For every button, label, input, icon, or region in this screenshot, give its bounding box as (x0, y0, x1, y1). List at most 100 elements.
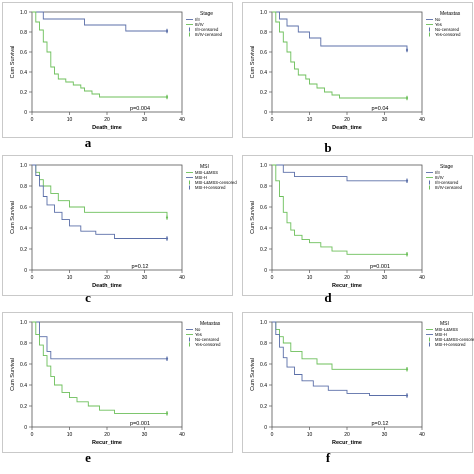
y-axis-label: Cum Survival (250, 358, 256, 391)
y-axis-label: Cum Survival (10, 358, 16, 391)
legend-entry: I/II-censored (195, 27, 219, 32)
chart-panel-d: 0 0.2 0.4 0.6 0.8 1.0 0 10 20 30 40 Cum Survival Rec… (242, 155, 473, 305)
y-tick-label: 0.6 (260, 50, 267, 56)
x-tick-label: 20 (104, 117, 110, 123)
survival-curve-lower (32, 11, 167, 98)
x-tick-label: 40 (419, 117, 425, 123)
y-tick-label: 0.2 (20, 404, 27, 410)
censor-point-lower (165, 412, 169, 415)
panel-letter: a (85, 135, 92, 150)
legend-entry: III/IV-censored (195, 32, 223, 37)
legend-entry: MSI-H (435, 332, 447, 337)
y-tick-label: 0.4 (20, 226, 27, 232)
legend-entry: III/IV (195, 22, 204, 27)
y-tick-label: 0.4 (260, 70, 267, 76)
y-tick-label: 0.6 (20, 205, 27, 211)
x-tick-label: 0 (31, 117, 34, 123)
survival-curve-lower (32, 164, 167, 239)
y-tick-label: 0 (24, 268, 27, 274)
legend-entry: MSI-H-censored (435, 342, 466, 347)
p-value-annotation: p=0.001 (370, 264, 390, 270)
p-value-annotation: p=0.12 (132, 264, 149, 270)
chart-panel-c: 0 0.2 0.4 0.6 0.8 1.0 0 10 20 30 40 Cum Survival Dea… (2, 155, 237, 305)
chart-panel-e: 0 0.2 0.4 0.6 0.8 1.0 0 10 20 30 40 Cum Survival Rec… (2, 312, 233, 465)
x-tick-label: 0 (271, 432, 274, 438)
y-tick-label: 0.8 (260, 341, 267, 347)
legend-entry: I/II (195, 17, 200, 22)
legend-entry: Yes (435, 22, 442, 27)
legend-entry: MSI-L&MSS (435, 327, 458, 332)
y-tick-label: 0.4 (260, 226, 267, 232)
panel-frame (242, 2, 473, 138)
x-tick-label: 30 (142, 117, 148, 123)
legend-entry: I/II-censored (435, 180, 459, 185)
survival-curve-upper (272, 11, 408, 50)
panel-letter: c (85, 290, 91, 305)
panel-letter: e (85, 450, 91, 465)
y-tick-label: 0.4 (20, 383, 27, 389)
x-tick-label: 0 (271, 117, 274, 123)
legend-entry: No-censored (435, 27, 460, 32)
chart-panel-a: 0 0.2 0.4 0.6 0.8 1.0 0 10 20 30 40 Cum Survival Dea… (2, 2, 233, 150)
y-tick-label: 0.6 (20, 50, 27, 56)
y-tick-label: 0.8 (20, 30, 27, 36)
censor-point-lower (405, 253, 409, 256)
y-tick-label: 0.8 (20, 341, 27, 347)
y-axis-label: Cum Survival (250, 46, 256, 79)
y-tick-label: 1.0 (20, 163, 27, 169)
panel-frame (242, 155, 473, 296)
x-tick-label: 10 (307, 275, 313, 281)
x-tick-label: 10 (67, 117, 73, 123)
panel-letter: b (324, 140, 331, 155)
censor-point-lower (165, 237, 169, 240)
x-axis-label: Recur_time (92, 440, 122, 446)
survival-curve-upper (32, 11, 167, 32)
legend-entry: No-censored (195, 337, 220, 342)
legend-entry: III/IV-censored (435, 185, 463, 190)
x-tick-label: 0 (271, 275, 274, 281)
y-tick-label: 1.0 (20, 10, 27, 16)
legend-entry: MSI-L&MSS-censored (195, 180, 237, 185)
censor-point-lower (165, 95, 169, 99)
x-tick-label: 30 (142, 275, 148, 281)
legend-entry: No (435, 17, 441, 22)
y-tick-label: 0 (264, 110, 267, 116)
legend-title: MSI (440, 321, 449, 327)
legend-entry: MSI-L&MSS (195, 170, 218, 175)
legend-title: Stage (200, 11, 213, 17)
survival-curve-lower (32, 321, 167, 414)
survival-curve-upper (32, 321, 167, 360)
x-tick-label: 30 (382, 117, 388, 123)
x-tick-label: 30 (142, 432, 148, 438)
x-tick-label: 10 (67, 432, 73, 438)
x-tick-label: 10 (67, 275, 73, 281)
y-tick-label: 0.8 (260, 30, 267, 36)
y-axis-label: Cum Survival (10, 201, 16, 234)
y-tick-label: 0 (24, 425, 27, 431)
y-tick-label: 0 (264, 268, 267, 274)
legend-entry: MSI-H (195, 175, 207, 180)
legend-title: MSI (200, 164, 209, 170)
x-axis-label: Death_time (332, 125, 362, 131)
y-tick-label: 0 (264, 425, 267, 431)
survival-curve-lower (272, 164, 407, 255)
chart-panel-b: 0 0.2 0.4 0.6 0.8 1.0 0 10 20 30 40 Cum Survival Dea… (242, 2, 473, 155)
x-tick-label: 10 (307, 117, 313, 123)
y-tick-label: 0.2 (20, 247, 27, 253)
panel-frame (2, 312, 233, 453)
legend-title: Metastas (440, 11, 461, 17)
legend-entry: MSI-L&MSS-censored (435, 337, 474, 342)
y-tick-label: 0.2 (20, 90, 27, 96)
legend-entry: Yes-censored (435, 32, 461, 37)
censor-point-upper (165, 216, 169, 219)
y-tick-label: 1.0 (20, 320, 27, 326)
survival-curve-upper (32, 164, 168, 218)
x-tick-label: 30 (382, 275, 388, 281)
x-tick-label: 40 (419, 432, 425, 438)
censor-point-upper (405, 368, 409, 371)
y-axis-label: Cum Survival (10, 46, 16, 79)
x-tick-label: 20 (344, 117, 350, 123)
p-value-annotation: p=0.004 (130, 106, 150, 112)
y-tick-label: 0.6 (260, 362, 267, 368)
x-tick-label: 20 (344, 275, 350, 281)
